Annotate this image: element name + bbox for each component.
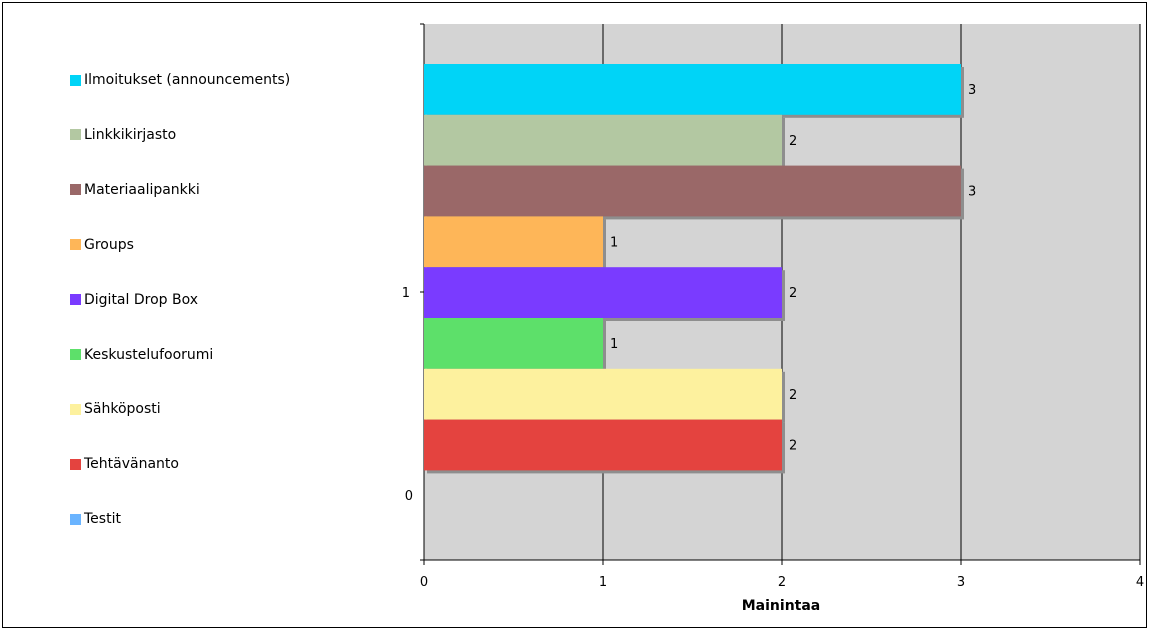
bar: [424, 267, 782, 318]
legend-swatch: [70, 349, 81, 360]
bar: [424, 165, 961, 217]
legend-item: Linkkikirjasto: [70, 126, 176, 144]
legend-item: Sähköposti: [70, 400, 161, 418]
x-axis-title: Mainintaa: [742, 598, 821, 614]
y-tick-label: 1: [402, 286, 410, 301]
y-tick-label: 0: [405, 489, 413, 504]
bar-value-label: 2: [789, 134, 797, 149]
bar-value-label: 1: [610, 235, 618, 250]
x-tick-label: 4: [1136, 575, 1144, 590]
legend-swatch: [70, 184, 81, 196]
x-tick-label: 1: [599, 575, 607, 590]
bar-value-label: 3: [968, 83, 976, 98]
x-tick-label: 2: [778, 575, 786, 590]
bar: [424, 64, 961, 115]
legend-swatch: [70, 74, 81, 86]
legend-item: Materiaalipankki: [70, 181, 200, 199]
bar-value-label: 2: [789, 286, 797, 301]
legend-label: Ilmoitukset (announcements): [84, 72, 291, 88]
bar-value-label: 3: [968, 185, 976, 200]
legend-item: Keskustelufoorumi: [70, 346, 213, 364]
legend-label: Testit: [84, 511, 121, 528]
legend-swatch: [70, 129, 81, 141]
legend-item: Tehtävänanto: [70, 455, 179, 473]
bar-value-label: 2: [789, 439, 797, 454]
legend-item: Digital Drop Box: [70, 291, 198, 309]
legend-label: Tehtävänanto: [84, 456, 179, 473]
legend-swatch: [70, 294, 81, 306]
legend-label: Digital Drop Box: [84, 291, 199, 308]
legend-item: Groups: [70, 236, 134, 254]
legend-item: Ilmoitukset (announcements): [70, 71, 290, 89]
bar-value-label: 1: [610, 337, 618, 352]
bar: [424, 318, 603, 369]
legend-label: Linkkikirjasto: [84, 126, 177, 143]
legend-label: Materiaalipankki: [84, 181, 200, 198]
bar: [424, 216, 603, 268]
bar-value-label: 2: [789, 388, 797, 403]
bar: [424, 114, 782, 166]
bar: [424, 419, 782, 471]
legend-swatch: [70, 513, 81, 525]
x-tick-label: 0: [420, 575, 428, 590]
legend-label: Groups: [84, 236, 134, 253]
legend-swatch: [70, 403, 81, 415]
legend-swatch: [70, 458, 81, 470]
legend-swatch: [70, 239, 81, 251]
x-tick-label: 3: [957, 575, 965, 590]
legend-label: Keskustelufoorumi: [84, 346, 214, 363]
legend-item: Testit: [70, 510, 121, 528]
legend-label: Sähköposti: [84, 401, 161, 418]
bar: [424, 368, 782, 420]
chart-legend: Ilmoitukset (announcements) Linkkikirjast…: [70, 0, 400, 631]
